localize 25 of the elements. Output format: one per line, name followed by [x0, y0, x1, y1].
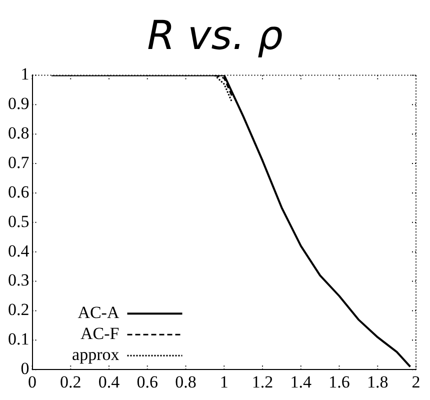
y-tick-label: 0.9 [8, 94, 30, 114]
y-tick-label: 0.1 [8, 330, 30, 349]
legend-label: AC-A [78, 303, 120, 322]
x-tick-label: 2 [412, 372, 420, 392]
chart-title: R vs. ρ [146, 12, 284, 61]
x-tick-label: 0.8 [175, 372, 196, 392]
legend-label: approx [72, 345, 120, 364]
x-tick-label: 1.2 [252, 372, 274, 392]
y-tick-label: 1 [20, 64, 30, 84]
x-tick-label: 1.6 [328, 372, 350, 392]
x-tick-label: 0.6 [136, 372, 158, 392]
y-tick-label: 0.4 [8, 241, 30, 260]
x-tick-label: 0.4 [98, 372, 120, 392]
x-tick-label: 1.8 [367, 372, 388, 392]
y-tick-label: 0.2 [8, 300, 30, 320]
x-tick-label: 1 [220, 372, 228, 392]
x-tick-label: 1.4 [290, 372, 312, 392]
y-tick-label: 0.6 [8, 182, 30, 202]
y-tick-label: 0.5 [8, 212, 30, 231]
y-tick-label: 0.3 [8, 270, 30, 290]
legend-label: AC-F [80, 324, 120, 344]
y-tick-label: 0.7 [8, 152, 30, 172]
y-tick-label: 0.8 [8, 124, 30, 143]
y-tick-label: 0 [20, 359, 30, 378]
x-tick-label: 0.2 [60, 372, 82, 392]
